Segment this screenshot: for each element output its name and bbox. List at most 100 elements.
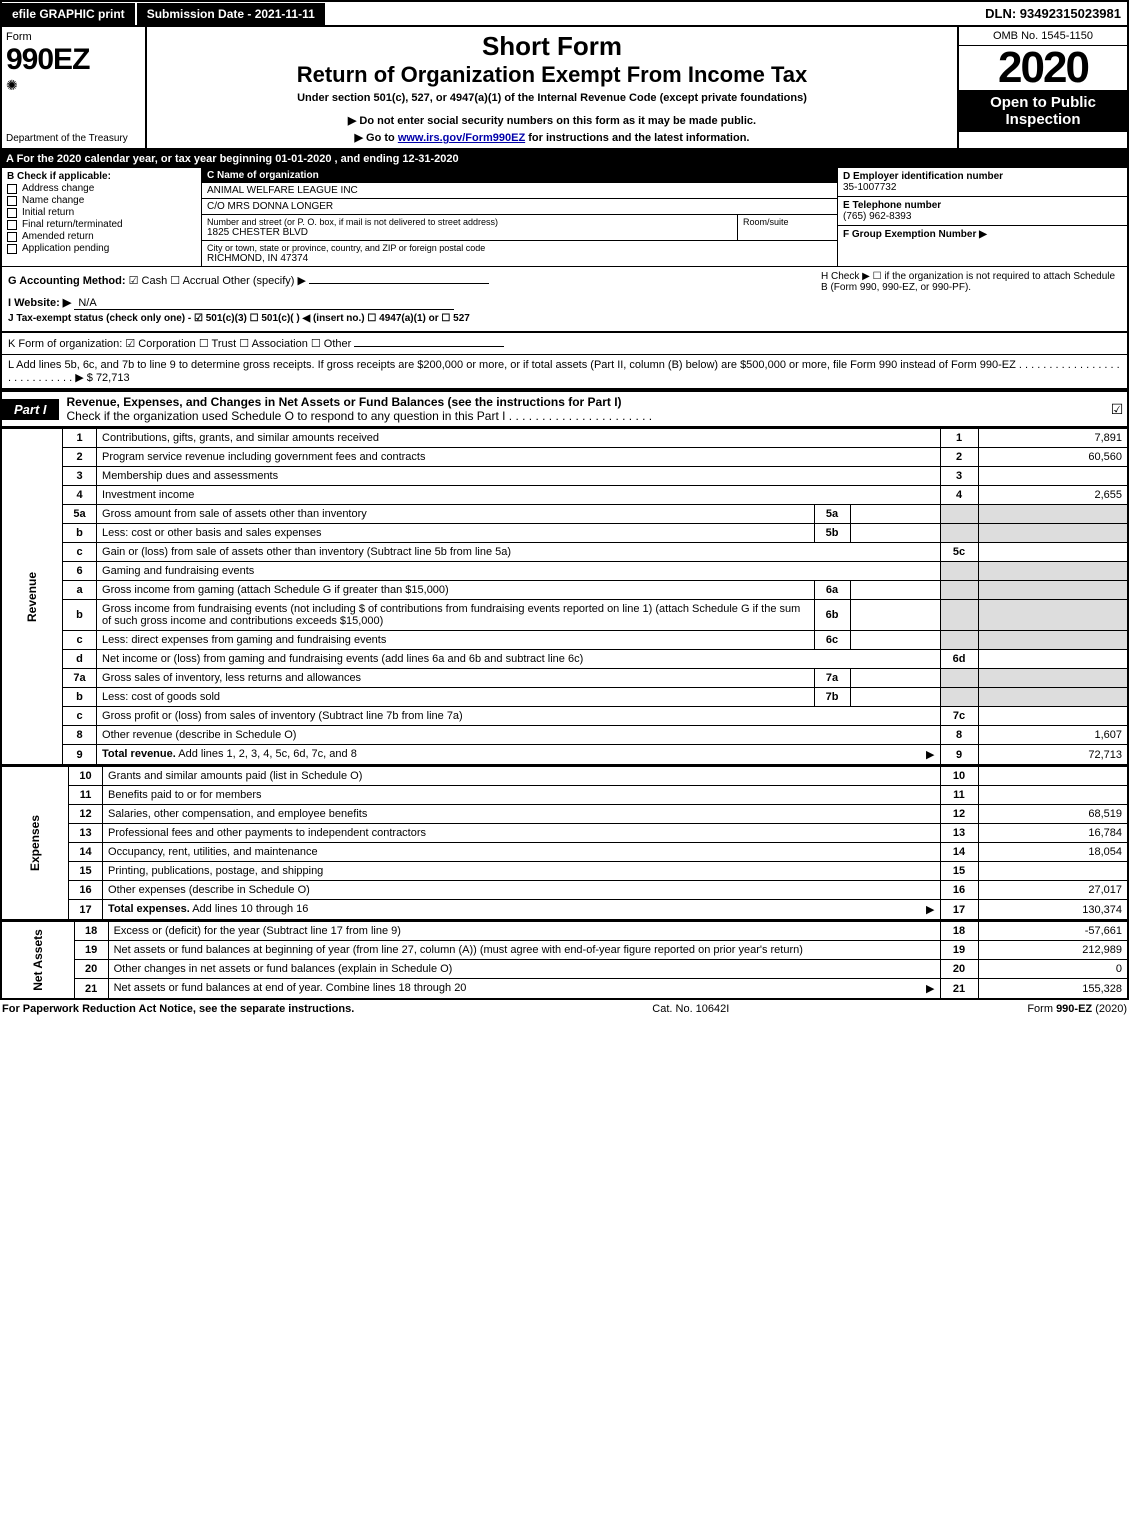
open-to-public: Open to Public Inspection	[959, 90, 1127, 132]
line-desc: Occupancy, rent, utilities, and maintena…	[103, 843, 940, 862]
table-row: cLess: direct expenses from gaming and f…	[1, 631, 1128, 650]
table-row: 16Other expenses (describe in Schedule O…	[1, 881, 1128, 900]
value-shaded	[978, 688, 1128, 707]
line-value: 7,891	[978, 429, 1128, 448]
net-assets-table: Net Assets18Excess or (deficit) for the …	[0, 921, 1129, 1000]
line-number: 1	[63, 429, 97, 448]
line-number: 6	[63, 562, 97, 581]
line-value: 1,607	[978, 726, 1128, 745]
check-final-return[interactable]: Final return/terminated	[7, 219, 196, 230]
line-number: d	[63, 650, 97, 669]
right-line-number: 10	[940, 767, 978, 786]
room-suite-label: Room/suite	[737, 215, 837, 240]
section-side-label: Revenue	[1, 429, 63, 766]
check-address-change[interactable]: Address change	[7, 183, 196, 194]
check-initial-return[interactable]: Initial return	[7, 207, 196, 218]
checkbox-icon[interactable]	[7, 184, 17, 194]
expenses-table: Expenses10Grants and similar amounts pai…	[0, 766, 1129, 921]
line-number: b	[63, 524, 97, 543]
line-desc: Net income or (loss) from gaming and fun…	[97, 650, 940, 669]
table-row: bGross income from fundraising events (n…	[1, 600, 1128, 631]
line-k: K Form of organization: ☑ Corporation ☐ …	[0, 333, 1129, 355]
line-value: 18,054	[978, 843, 1128, 862]
line-number: 15	[69, 862, 103, 881]
table-row: 19Net assets or fund balances at beginni…	[1, 941, 1128, 960]
do-not-enter-line: ▶ Do not enter social security numbers o…	[153, 114, 951, 127]
line-value	[978, 650, 1128, 669]
table-row: 2Program service revenue including gover…	[1, 448, 1128, 467]
line-number: 17	[69, 900, 103, 921]
line-value: 2,655	[978, 486, 1128, 505]
checkbox-icon[interactable]	[7, 208, 17, 218]
line-desc: Total expenses. Add lines 10 through 16 …	[103, 900, 940, 921]
line-h: H Check ▶ ☐ if the organization is not r…	[821, 271, 1121, 293]
right-num-shaded	[940, 524, 978, 543]
header-right: OMB No. 1545-1150 2020 Open to Public In…	[957, 27, 1127, 148]
line-number: b	[63, 600, 97, 631]
line-desc: Printing, publications, postage, and shi…	[103, 862, 940, 881]
footer-left: For Paperwork Reduction Act Notice, see …	[2, 1003, 354, 1015]
goto-line: ▶ Go to www.irs.gov/Form990EZ for instru…	[153, 131, 951, 144]
irs-link[interactable]: www.irs.gov/Form990EZ	[398, 132, 525, 144]
checkbox-icon[interactable]	[7, 220, 17, 230]
line-value: 72,713	[978, 745, 1128, 766]
table-row: Net Assets18Excess or (deficit) for the …	[1, 922, 1128, 941]
right-line-number: 20	[940, 960, 978, 979]
table-row: aGross income from gaming (attach Schedu…	[1, 581, 1128, 600]
other-specify-input[interactable]	[309, 283, 489, 284]
sub-line-number: 7b	[814, 688, 850, 707]
part1-tab: Part I	[2, 399, 59, 420]
line-number: 21	[74, 979, 108, 1000]
line-number: 9	[63, 745, 97, 766]
revenue-table: Revenue1Contributions, gifts, grants, an…	[0, 428, 1129, 766]
checkbox-icon[interactable]	[7, 196, 17, 206]
period-text: A For the 2020 calendar year, or tax yea…	[6, 153, 459, 165]
group-label: F Group Exemption Number ▶	[843, 229, 1122, 240]
line-value: 16,784	[978, 824, 1128, 843]
footer-right: Form 990-EZ (2020)	[1027, 1003, 1127, 1015]
right-line-number: 15	[940, 862, 978, 881]
org-info-block: B Check if applicable: Address change Na…	[0, 168, 1129, 266]
submission-date-button[interactable]: Submission Date - 2021-11-11	[135, 3, 325, 25]
line-desc: Contributions, gifts, grants, and simila…	[97, 429, 940, 448]
city-label: City or town, state or province, country…	[207, 243, 832, 253]
checkbox-icon[interactable]	[7, 232, 17, 242]
right-line-number: 5c	[940, 543, 978, 562]
line-number: 10	[69, 767, 103, 786]
phone-block: E Telephone number (765) 962-8393	[838, 197, 1127, 226]
line-desc: Gross sales of inventory, less returns a…	[97, 669, 814, 688]
table-row: 21Net assets or fund balances at end of …	[1, 979, 1128, 1000]
return-title: Return of Organization Exempt From Incom…	[153, 62, 951, 88]
city-value: RICHMOND, IN 47374	[207, 253, 832, 264]
line-number: 5a	[63, 505, 97, 524]
check-name-change[interactable]: Name change	[7, 195, 196, 206]
other-org-input[interactable]	[354, 346, 504, 347]
table-row: 3Membership dues and assessments3	[1, 467, 1128, 486]
sub-line-value	[850, 669, 940, 688]
under-section: Under section 501(c), 527, or 4947(a)(1)…	[153, 92, 951, 104]
efile-print-button[interactable]: efile GRAPHIC print	[2, 3, 135, 25]
check-amended[interactable]: Amended return	[7, 231, 196, 242]
table-row: cGross profit or (loss) from sales of in…	[1, 707, 1128, 726]
line-desc: Gross amount from sale of assets other t…	[97, 505, 814, 524]
phone-value: (765) 962-8393	[843, 211, 1122, 222]
checkbox-icon[interactable]	[7, 244, 17, 254]
right-num-shaded	[940, 581, 978, 600]
org-name: ANIMAL WELFARE LEAGUE INC	[202, 183, 837, 199]
right-line-number: 12	[940, 805, 978, 824]
right-num-shaded	[940, 600, 978, 631]
line-desc: Professional fees and other payments to …	[103, 824, 940, 843]
line-desc: Other revenue (describe in Schedule O)	[97, 726, 940, 745]
line-desc: Less: cost of goods sold	[97, 688, 814, 707]
line-value	[978, 767, 1128, 786]
line-i: I Website: ▶ N/A	[8, 296, 1121, 310]
group-exemption: F Group Exemption Number ▶	[838, 226, 1127, 243]
table-row: 20Other changes in net assets or fund ba…	[1, 960, 1128, 979]
table-row: 14Occupancy, rent, utilities, and mainte…	[1, 843, 1128, 862]
street-value: 1825 CHESTER BLVD	[207, 227, 732, 238]
check-pending[interactable]: Application pending	[7, 243, 196, 254]
line-value: 155,328	[978, 979, 1128, 1000]
line-number: 16	[69, 881, 103, 900]
short-form-title: Short Form	[153, 31, 951, 62]
dln-label: DLN: 93492315023981	[979, 2, 1127, 25]
